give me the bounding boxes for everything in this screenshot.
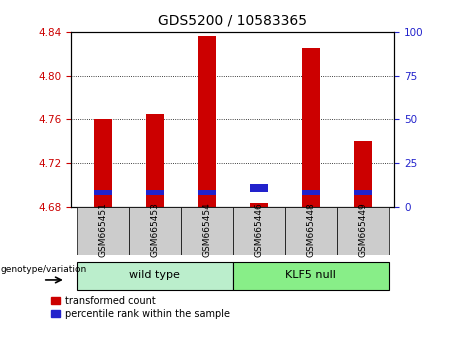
Bar: [337, 207, 389, 255]
Bar: [77, 262, 233, 290]
Bar: [129, 207, 181, 255]
Bar: [233, 262, 389, 290]
Bar: [146, 189, 164, 195]
Bar: [302, 189, 320, 195]
Bar: [94, 189, 112, 195]
Bar: [233, 207, 285, 255]
Text: GSM665449: GSM665449: [358, 202, 367, 257]
Text: wild type: wild type: [129, 270, 180, 280]
Text: genotype/variation: genotype/variation: [1, 264, 87, 274]
Bar: [146, 114, 164, 207]
Bar: [198, 36, 216, 207]
Bar: [354, 141, 372, 207]
Text: GSM665454: GSM665454: [202, 202, 211, 257]
Text: KLF5 null: KLF5 null: [285, 270, 337, 280]
Legend: transformed count, percentile rank within the sample: transformed count, percentile rank withi…: [51, 296, 230, 319]
Text: GSM665448: GSM665448: [307, 202, 315, 257]
Text: GSM665451: GSM665451: [98, 202, 107, 257]
Title: GDS5200 / 10583365: GDS5200 / 10583365: [158, 14, 307, 28]
Bar: [77, 207, 129, 255]
Bar: [250, 203, 268, 207]
Bar: [94, 119, 112, 207]
Bar: [198, 189, 216, 195]
Text: GSM665446: GSM665446: [254, 202, 263, 257]
Bar: [302, 48, 320, 207]
Bar: [285, 207, 337, 255]
Bar: [354, 189, 372, 195]
Text: GSM665453: GSM665453: [150, 202, 159, 257]
Bar: [250, 184, 268, 192]
Bar: [181, 207, 233, 255]
